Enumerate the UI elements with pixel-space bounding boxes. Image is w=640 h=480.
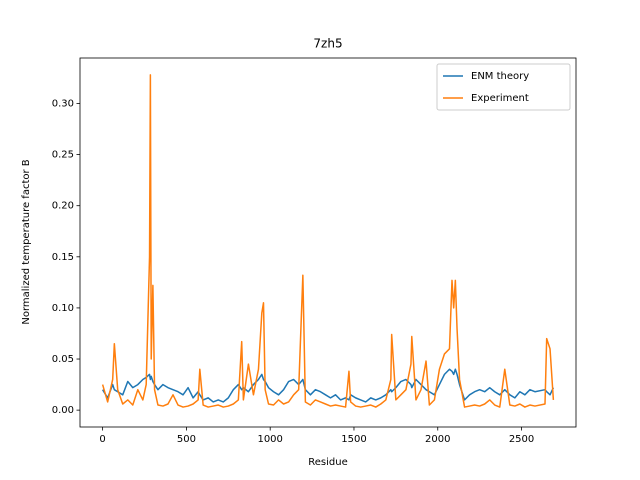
x-axis-label: Residue (308, 457, 347, 468)
legend-label: Experiment (471, 93, 529, 104)
y-tick-label: 0.05 (52, 354, 74, 365)
y-tick-label: 0.20 (52, 201, 74, 212)
chart-title: 7zh5 (313, 37, 342, 51)
y-tick-label: 0.15 (52, 252, 74, 263)
x-tick-label: 2500 (509, 434, 534, 445)
y-tick-label: 0.25 (52, 150, 74, 161)
x-tick-label: 2000 (425, 434, 450, 445)
y-axis-label: Normalized temperature factor B (21, 159, 32, 324)
x-tick-label: 1000 (257, 434, 282, 445)
legend-box (436, 63, 571, 111)
legend-label: ENM theory (471, 71, 529, 82)
data-line (101, 74, 555, 408)
y-tick-label: 0.10 (52, 303, 74, 314)
x-tick-label: 1500 (341, 434, 366, 445)
x-tick-label: 500 (177, 434, 196, 445)
y-tick-label: 0.30 (52, 98, 74, 109)
data-line (101, 368, 555, 403)
plot-frame (79, 57, 577, 428)
y-tick-label: 0.00 (52, 405, 74, 416)
x-tick-label: 0 (99, 434, 105, 445)
